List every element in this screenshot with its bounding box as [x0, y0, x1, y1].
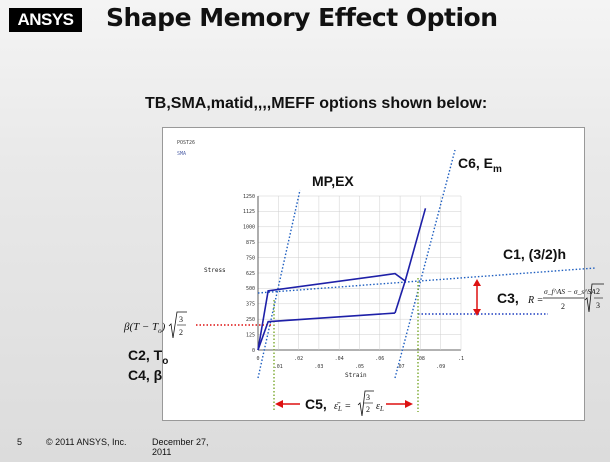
logo-text: ANSYS — [17, 10, 74, 29]
c1-label: C1, (3/2)h — [503, 246, 566, 262]
c3-arrow-down — [473, 309, 481, 316]
x-tick-label: .08 — [416, 356, 425, 362]
y-tick-label: 125 — [246, 332, 255, 338]
c2-label: C2, To — [128, 347, 168, 367]
footer-date-line2: 2011 — [152, 447, 172, 457]
c1-guide-line — [257, 267, 596, 294]
x-tick-label: 0 — [256, 356, 259, 362]
x-tick-label: .1 — [458, 356, 464, 362]
x-tick-label: .07 — [396, 364, 405, 370]
c5-epsilon: εL — [376, 401, 384, 413]
y-tick-label: 0 — [252, 348, 255, 354]
chart-grid — [257, 195, 462, 351]
y-axis-label: Stress — [204, 267, 226, 274]
y-tick-label: 875 — [246, 240, 255, 246]
plot-tag-sma: SMA — [177, 151, 186, 157]
c5-sqrt-num: 3 — [366, 393, 370, 402]
copyright: © 2011 ANSYS, Inc. — [46, 437, 127, 447]
c3-label: C3, — [497, 290, 519, 306]
y-tick-label: 625 — [246, 271, 255, 277]
c3-sqrt-den: 3 — [596, 301, 600, 310]
c6-label: C6, Em — [458, 155, 502, 175]
chart-ticks: 12501125100087575062550037525012500.02.0… — [243, 194, 464, 370]
plot-tag-post26: POST26 — [177, 140, 195, 146]
slide-title: Shape Memory Effect Option — [106, 3, 498, 32]
c5-arrow-left — [275, 400, 283, 408]
y-tick-label: 500 — [246, 286, 255, 292]
mp-ex-guide-line — [257, 189, 301, 379]
x-tick-label: .06 — [375, 356, 384, 362]
y-tick-label: 750 — [246, 255, 255, 261]
mp-ex-label: MP,EX — [312, 173, 354, 189]
curve-series-2 — [257, 312, 396, 351]
ansys-logo: ANSYS — [9, 8, 82, 32]
c3-arrow-up — [473, 279, 481, 286]
x-tick-label: .05 — [355, 364, 364, 370]
x-tick-label: .09 — [436, 364, 445, 370]
c5-label: C5, — [305, 396, 327, 412]
c3-sqrt-sign — [584, 283, 604, 313]
footer-date: December 27, 2011 — [152, 437, 209, 457]
y-tick-label: 1250 — [243, 194, 255, 200]
chart-curves — [257, 208, 427, 351]
beta-sqrt-num: 3 — [179, 315, 183, 324]
c5-arrow-right — [405, 400, 413, 408]
footer-date-line1: December 27, — [152, 437, 209, 447]
x-tick-label: .01 — [274, 364, 283, 370]
plot-frame — [162, 127, 585, 421]
page-number: 5 — [17, 437, 23, 447]
x-tick-label: .03 — [314, 364, 323, 370]
x-tick-label: .04 — [335, 356, 344, 362]
c5-formula: ε̄L = — [334, 401, 351, 413]
x-axis-label: Strain — [345, 372, 367, 379]
beta-sqrt-sign — [168, 311, 187, 339]
c3-sqrt-num: 2 — [596, 287, 600, 296]
c5-sqrt-sign — [357, 390, 374, 417]
y-tick-label: 1000 — [243, 225, 255, 231]
x-tick-label: .02 — [294, 356, 303, 362]
c4-label: C4, β — [128, 367, 163, 383]
y-tick-label: 1125 — [243, 209, 255, 215]
curve-connector — [394, 280, 406, 314]
curve-series-1 — [257, 208, 427, 351]
c3-formula-lhs: R = — [527, 295, 543, 306]
beta-sqrt-den: 2 — [179, 328, 183, 337]
c5-sqrt-den: 2 — [366, 405, 370, 414]
y-tick-label: 375 — [246, 302, 255, 308]
c3-numerator: σ_f^AS − σ_s^SA — [544, 287, 596, 296]
c3-denominator: 2 — [561, 302, 565, 311]
slide-subtitle: TB,SMA,matid,,,,MEFF options shown below… — [145, 95, 488, 112]
y-tick-label: 250 — [246, 317, 255, 323]
beta-expression: β(T − To) — [123, 321, 166, 335]
c6-guide-line — [394, 149, 456, 379]
